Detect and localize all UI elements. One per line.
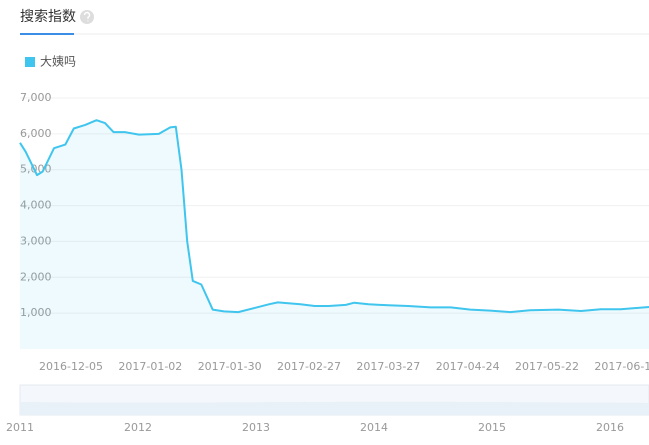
y-tick-label: 3,000: [20, 234, 52, 247]
x-tick-label: 2017-01-30: [198, 360, 262, 373]
navigator-label: 2011: [6, 421, 34, 434]
area: [20, 120, 649, 349]
navigator-label: 2015: [478, 421, 506, 434]
navigator-label: 2014: [360, 421, 388, 434]
legend-swatch: [25, 57, 35, 67]
y-tick-label: 6,000: [20, 127, 52, 140]
y-tick-label: 1,000: [20, 306, 52, 319]
navigator-label: 2013: [242, 421, 270, 434]
line: [19, 119, 649, 314]
tab-underline: [20, 33, 74, 35]
x-tick-label: 2017-03-27: [356, 360, 420, 373]
help-icon[interactable]: [80, 10, 94, 24]
navigator-label: 2016: [596, 421, 624, 434]
x-tick-label: 2017-05-22: [515, 360, 579, 373]
legend-label: 大姨吗: [40, 55, 76, 69]
x-tick-label: 2017-04-24: [436, 360, 500, 373]
x-tick-label: 2017-02-27: [277, 360, 341, 373]
y-tick-label: 4,000: [20, 199, 52, 212]
navigator-area: [20, 401, 649, 415]
x-tick-label: 2017-06-19: [594, 360, 649, 373]
navigator-label: 2012: [124, 421, 152, 434]
y-tick-label: 5,000: [20, 163, 52, 176]
y-tick-label: 2,000: [20, 270, 52, 283]
x-tick-label: 2016-12-05: [39, 360, 103, 373]
y-tick-label: 7,000: [20, 91, 52, 104]
x-tick-label: 2017-01-02: [118, 360, 182, 373]
help-glyph: [83, 11, 91, 22]
tab-title[interactable]: 搜索指数: [20, 8, 76, 25]
